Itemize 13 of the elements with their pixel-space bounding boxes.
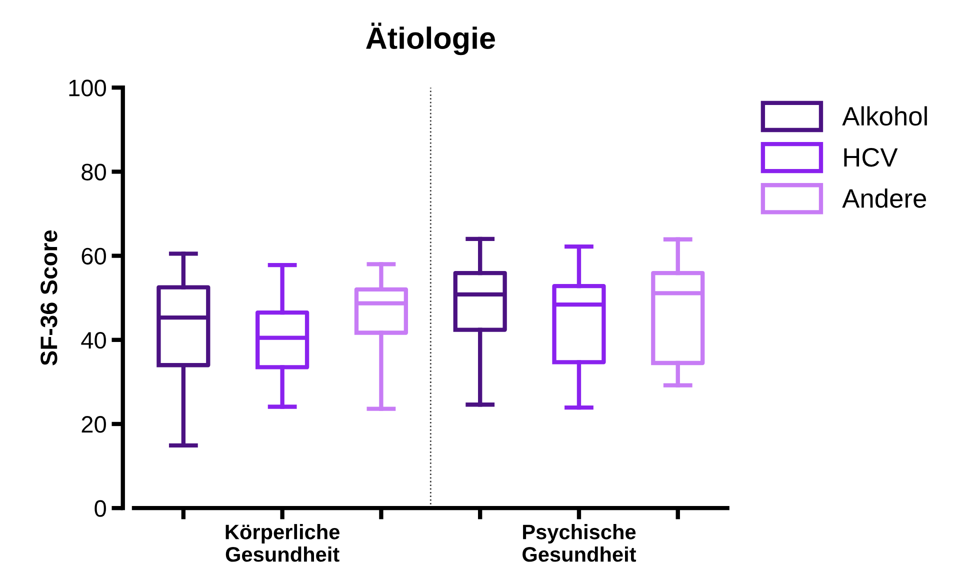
y-tick-label: 60 — [82, 248, 106, 265]
y-tick-label: 80 — [82, 164, 106, 180]
y-tick-label: 40 — [81, 332, 106, 349]
chart-title: Ätiologie — [366, 22, 495, 56]
x-tick-label: Körperliche Gesundheit — [226, 524, 340, 562]
x-tick-label: Psychische Gesundheit — [522, 524, 636, 562]
y-axis-title: SF-36 Score — [40, 230, 58, 366]
legend-label: Alkohol — [842, 106, 927, 126]
y-tick-label: 0 — [94, 500, 106, 517]
y-tick-label: 100 — [69, 80, 106, 96]
legend-label: HCV — [844, 148, 898, 167]
y-tick-label: 20 — [82, 416, 106, 433]
legend-label: Andere — [842, 188, 926, 208]
